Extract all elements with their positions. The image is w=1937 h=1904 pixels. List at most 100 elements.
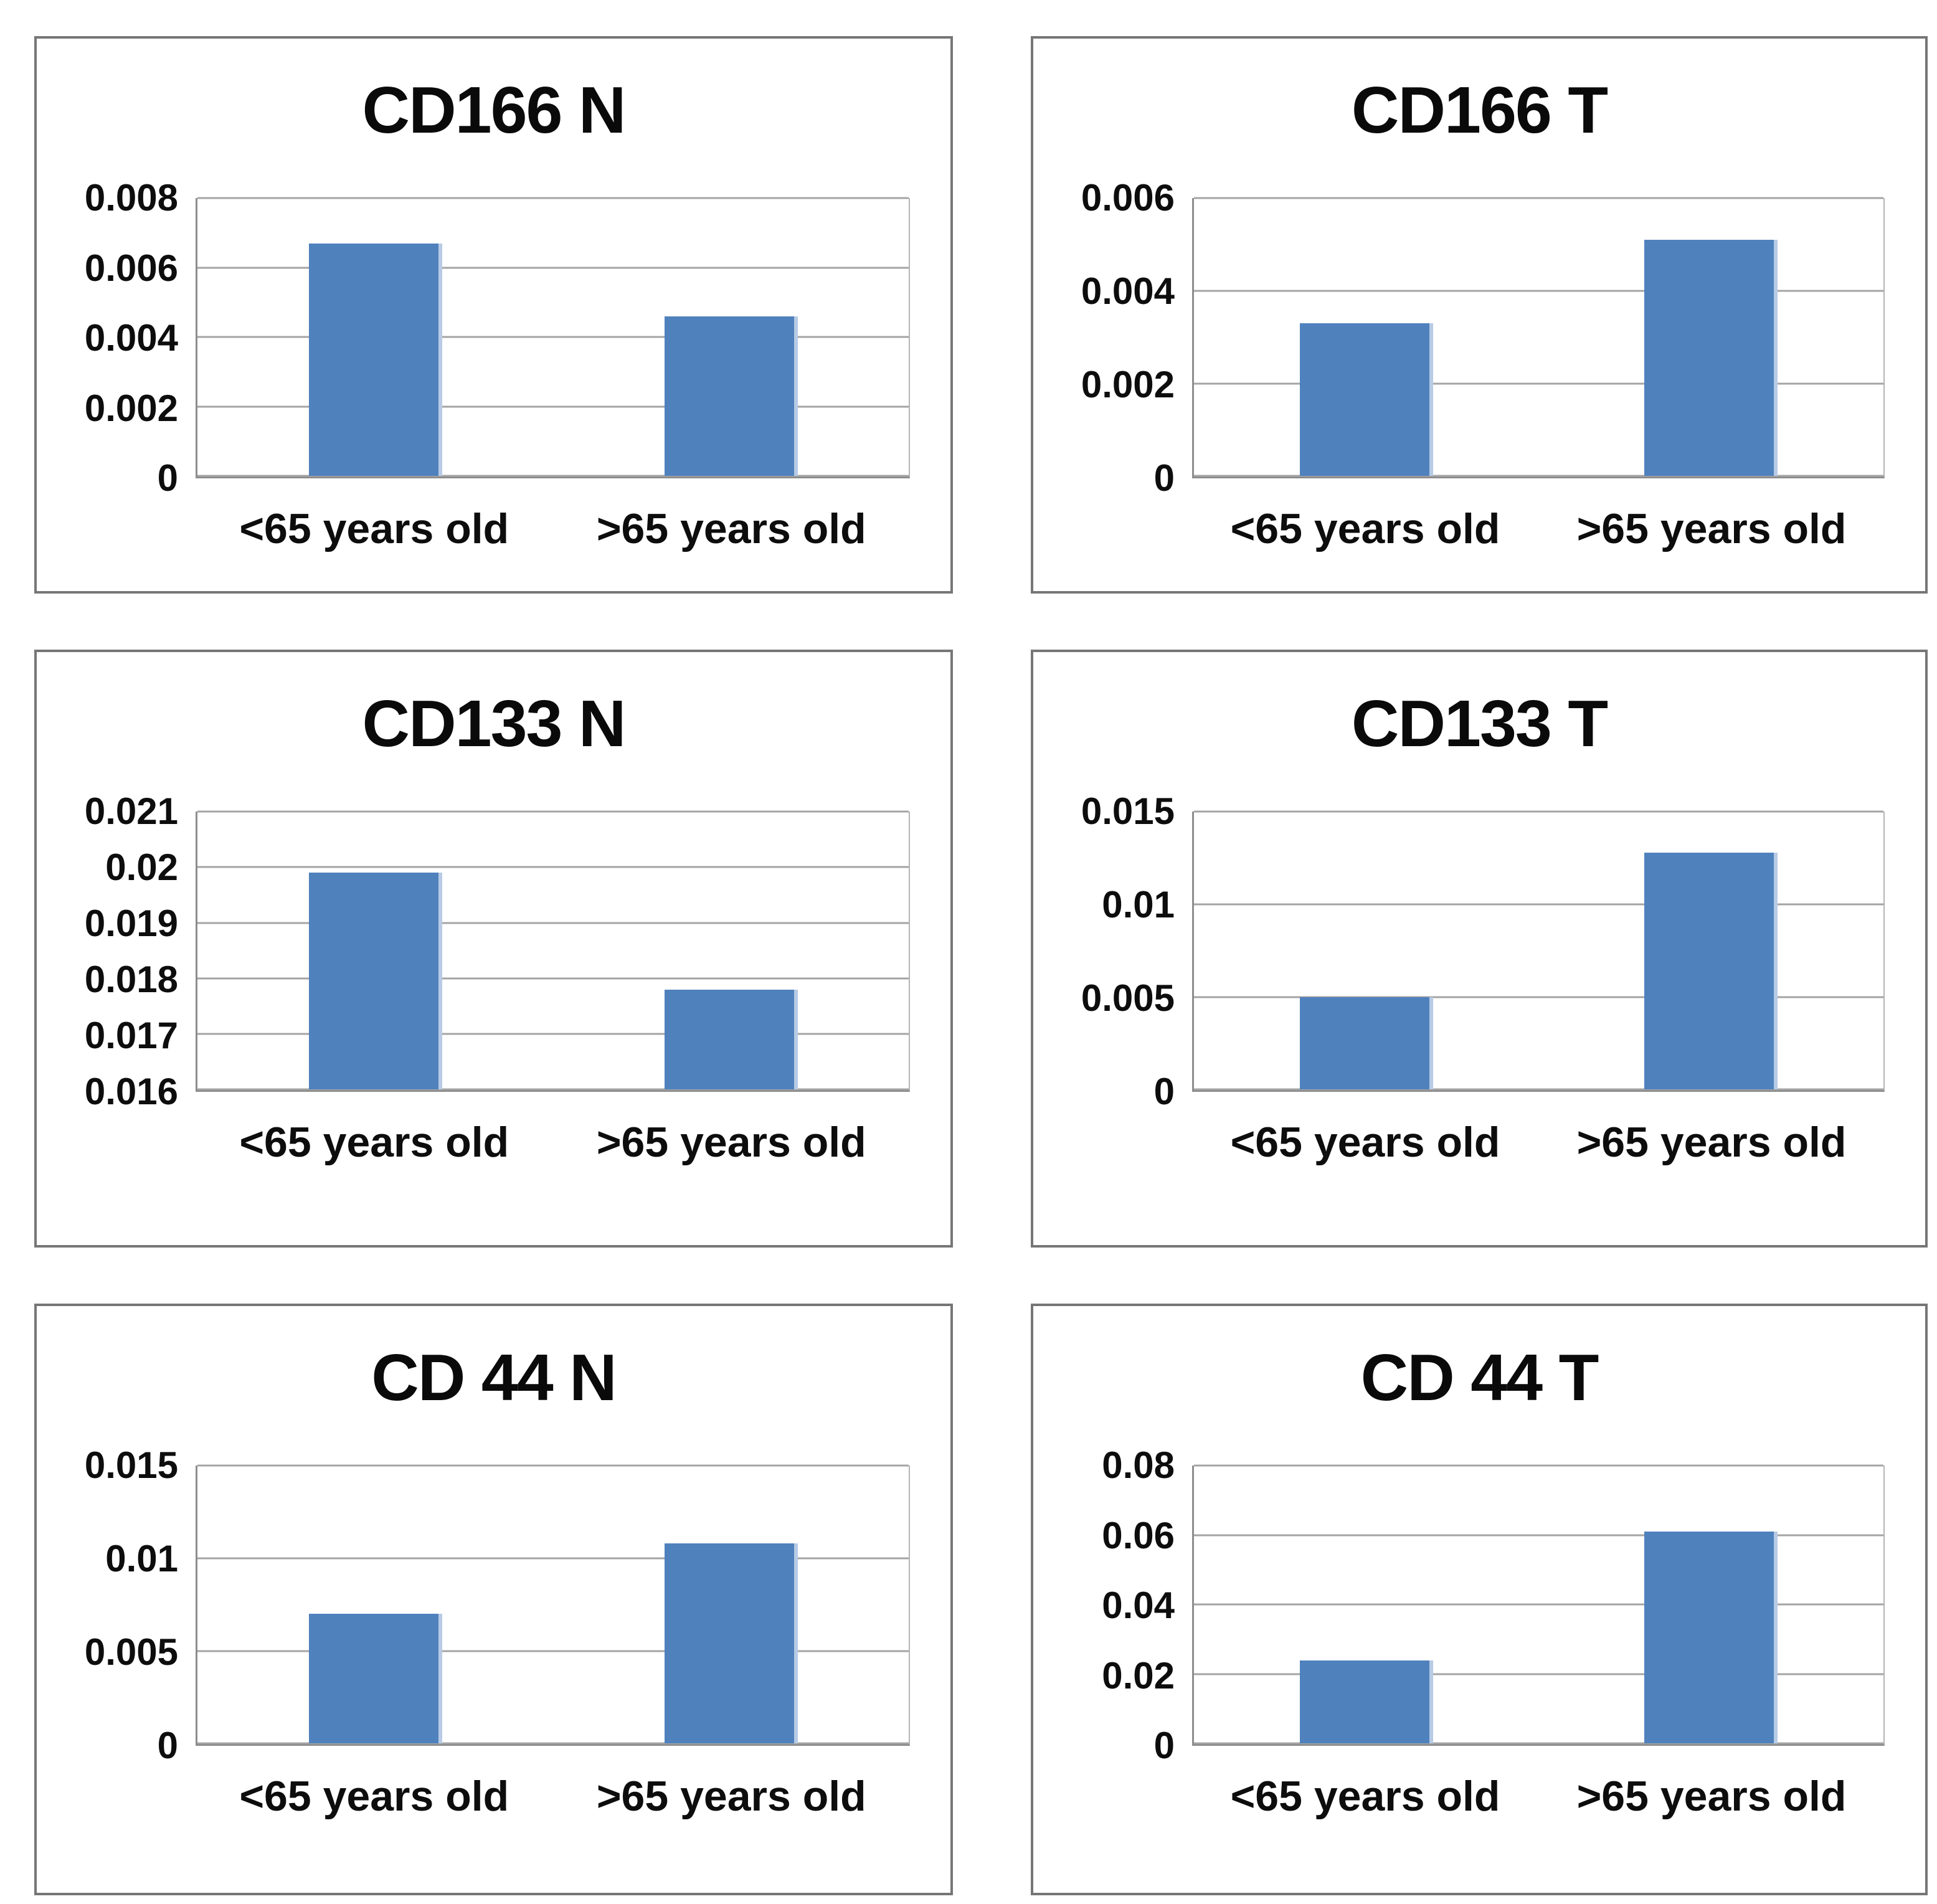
- gridline: [197, 922, 909, 924]
- chart-panel: CD166 T 0.006 0.004 0.002 0 <65 years old >65 …: [1031, 36, 1928, 594]
- chart-title: CD133 N: [362, 687, 627, 760]
- x-axis-label: >65 years old: [1576, 1773, 1847, 1821]
- bar-65-years-old: [664, 316, 798, 476]
- x-axis-label: <65 years old: [1230, 1773, 1500, 1821]
- gridline: [197, 810, 909, 813]
- chart-panel: CD166 N 0.008 0.006 0.004 0.002 0 <65 years ol…: [34, 36, 953, 594]
- bar-65-years-old: [664, 1543, 798, 1744]
- chart-title: CD166 T: [1351, 73, 1608, 147]
- chart-panel: CD 44 N 0.015 0.01 0.005 0 <65 years old >65 y…: [34, 1304, 953, 1895]
- chart-title: CD 44 T: [1360, 1341, 1599, 1414]
- gridline: [197, 336, 909, 338]
- x-axis-label: >65 years old: [596, 505, 866, 553]
- bar-65-years-old: [308, 873, 442, 1090]
- chart-body: 0.08 0.06 0.04 0.02 0: [1033, 1447, 1925, 1764]
- gridline: [197, 197, 909, 199]
- y-tick-label: 0.02: [1102, 1654, 1175, 1697]
- y-tick-label: 0.005: [84, 1631, 178, 1674]
- y-tick-label: 0.06: [1102, 1514, 1175, 1556]
- y-tick-label: 0: [1153, 457, 1175, 500]
- gridline: [1194, 903, 1883, 906]
- gridline: [1194, 197, 1883, 199]
- x-axis-label: <65 years old: [1230, 1119, 1500, 1167]
- chart-body: 0.015 0.01 0.005 0: [1033, 793, 1925, 1111]
- bar-65-years-old: [1299, 1660, 1433, 1744]
- bar-65-years-old: [1644, 240, 1778, 476]
- plot-area: [1192, 1464, 1885, 1746]
- y-tick-label: 0.08: [1102, 1444, 1175, 1487]
- y-tick-label: 0.006: [84, 247, 178, 289]
- x-axis-label: <65 years old: [239, 1773, 509, 1821]
- x-axis-label: <65 years old: [239, 1119, 509, 1167]
- gridline: [197, 1464, 909, 1467]
- y-axis: 0.08 0.06 0.04 0.02 0: [1033, 1447, 1192, 1764]
- y-tick-label: 0: [1153, 1071, 1175, 1113]
- y-axis: 0.015 0.01 0.005 0: [1033, 793, 1192, 1111]
- gridline: [1194, 1603, 1883, 1606]
- gridline: [1194, 1534, 1883, 1537]
- chart-title: CD166 N: [362, 73, 627, 147]
- plot-area: [196, 810, 910, 1092]
- plot-area: [1192, 810, 1885, 1092]
- chart-body: 0.021 0.02 0.019 0.018 0.017 0.016: [37, 793, 950, 1111]
- y-tick-label: 0.04: [1102, 1584, 1175, 1627]
- gridline: [197, 267, 909, 269]
- y-tick-label: 0.018: [84, 959, 178, 1001]
- y-tick-label: 0.02: [105, 846, 178, 889]
- chart-panel: CD133 T 0.015 0.01 0.005 0 <65 years old >65 y…: [1031, 650, 1928, 1248]
- plot-area: [1192, 197, 1885, 479]
- gridline: [197, 1033, 909, 1035]
- y-tick-label: 0.021: [84, 790, 178, 833]
- bar-65-years-old: [1299, 997, 1433, 1090]
- bar-65-years-old: [1299, 323, 1433, 476]
- y-tick-label: 0.019: [84, 902, 178, 945]
- gridline: [1194, 1088, 1883, 1091]
- x-axis-labels: <65 years old >65 years old: [196, 1772, 910, 1821]
- plot-area: [196, 1464, 910, 1746]
- y-tick-label: 0: [1153, 1725, 1175, 1767]
- y-tick-label: 0.015: [84, 1444, 178, 1487]
- y-tick-label: 0.006: [1081, 177, 1175, 219]
- x-axis-labels: <65 years old >65 years old: [1192, 1118, 1885, 1167]
- x-axis-labels: <65 years old >65 years old: [1192, 504, 1885, 553]
- gridline: [1194, 475, 1883, 477]
- x-axis-label: >65 years old: [1576, 1119, 1847, 1167]
- x-axis-labels: <65 years old >65 years old: [196, 504, 910, 553]
- bar-65-years-old: [308, 1614, 442, 1744]
- chart-panel: CD133 N 0.021 0.02 0.019 0.018 0.017 0.016 <65 …: [34, 650, 953, 1248]
- gridline: [1194, 1742, 1883, 1745]
- gridline: [197, 405, 909, 408]
- x-axis-labels: <65 years old >65 years old: [196, 1118, 910, 1167]
- chart-panel: CD 44 T 0.08 0.06 0.04 0.02 0 <65 years old >65…: [1031, 1304, 1928, 1895]
- bar-65-years-old: [1644, 852, 1778, 1090]
- chart-body: 0.006 0.004 0.002 0: [1033, 179, 1925, 497]
- gridline: [1194, 382, 1883, 385]
- x-axis-label: >65 years old: [596, 1119, 866, 1167]
- y-tick-label: 0: [157, 1725, 178, 1767]
- gridline: [197, 977, 909, 980]
- gridline: [1194, 1673, 1883, 1675]
- y-tick-label: 0.008: [84, 177, 178, 219]
- y-tick-label: 0.01: [1102, 884, 1175, 926]
- y-tick-label: 0.002: [84, 387, 178, 429]
- y-tick-label: 0.01: [105, 1538, 178, 1580]
- chart-title: CD 44 N: [371, 1341, 617, 1414]
- x-axis-labels: <65 years old >65 years old: [1192, 1772, 1885, 1821]
- x-axis-label: >65 years old: [1576, 505, 1847, 553]
- gridline: [197, 1650, 909, 1652]
- gridline: [1194, 1464, 1883, 1467]
- y-tick-label: 0.015: [1081, 790, 1175, 833]
- y-axis: 0.015 0.01 0.005 0: [37, 1447, 196, 1764]
- y-tick-label: 0: [157, 457, 178, 500]
- bar-65-years-old: [308, 243, 442, 476]
- gridline: [1194, 290, 1883, 292]
- gridline: [1194, 810, 1883, 813]
- gridline: [197, 1088, 909, 1091]
- y-tick-label: 0.016: [84, 1071, 178, 1113]
- x-axis-label: <65 years old: [239, 505, 509, 553]
- chart-title: CD133 T: [1351, 687, 1608, 760]
- plot-area: [196, 197, 910, 479]
- x-axis-label: >65 years old: [596, 1773, 866, 1821]
- gridline: [197, 866, 909, 868]
